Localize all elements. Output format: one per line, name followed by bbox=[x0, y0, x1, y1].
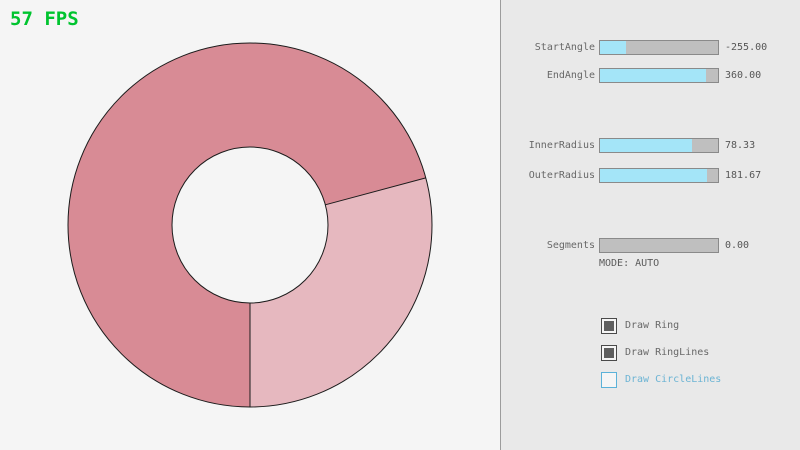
ring-light-sector bbox=[250, 177, 433, 407]
slider-row-innerradius: InnerRadius 78.33 bbox=[501, 138, 800, 153]
ring-radial-line-end bbox=[325, 177, 426, 206]
slider-row-endangle: EndAngle 360.00 bbox=[501, 68, 800, 83]
segments-value: 0.00 bbox=[725, 240, 750, 251]
outerradius-value: 181.67 bbox=[725, 170, 762, 181]
innerradius-value: 78.33 bbox=[725, 140, 756, 151]
control-panel: StartAngle -255.00 EndAngle 360.00 Inner… bbox=[500, 0, 800, 450]
endangle-label: EndAngle bbox=[546, 70, 595, 81]
slider-fill bbox=[600, 169, 708, 182]
checkbox-row-draw-circlelines: Draw CircleLines bbox=[501, 372, 800, 388]
endangle-slider[interactable] bbox=[599, 68, 719, 83]
checkbox-row-draw-ring: Draw Ring bbox=[501, 318, 800, 334]
draw-ringlines-checkbox[interactable] bbox=[601, 345, 617, 361]
check-mark bbox=[604, 348, 614, 358]
check-mark bbox=[604, 321, 614, 331]
draw-ringlines-label: Draw RingLines bbox=[625, 347, 710, 358]
draw-ring-checkbox[interactable] bbox=[601, 318, 617, 334]
segments-label: Segments bbox=[546, 240, 595, 251]
innerradius-label: InnerRadius bbox=[528, 140, 595, 151]
slider-fill bbox=[600, 139, 693, 152]
outerradius-label: OuterRadius bbox=[528, 170, 595, 181]
innerradius-slider[interactable] bbox=[599, 138, 719, 153]
slider-row-segments: Segments 0.00 bbox=[501, 238, 800, 253]
slider-fill bbox=[600, 41, 626, 54]
startangle-label: StartAngle bbox=[534, 42, 595, 53]
startangle-value: -255.00 bbox=[725, 42, 768, 53]
draw-circlelines-label: Draw CircleLines bbox=[625, 374, 722, 385]
checkbox-row-draw-ringlines: Draw RingLines bbox=[501, 345, 800, 361]
fps-counter: 57 FPS bbox=[10, 8, 79, 30]
outerradius-slider[interactable] bbox=[599, 168, 719, 183]
startangle-slider[interactable] bbox=[599, 40, 719, 55]
slider-row-outerradius: OuterRadius 181.67 bbox=[501, 168, 800, 183]
ring-chart bbox=[67, 42, 433, 408]
draw-ring-label: Draw Ring bbox=[625, 320, 680, 331]
segments-slider[interactable] bbox=[599, 238, 719, 253]
ring-hole bbox=[172, 147, 328, 303]
slider-row-startangle: StartAngle -255.00 bbox=[501, 40, 800, 55]
draw-circlelines-checkbox[interactable] bbox=[601, 372, 617, 388]
endangle-value: 360.00 bbox=[725, 70, 762, 81]
slider-fill bbox=[600, 69, 707, 82]
mode-indicator: MODE: AUTO bbox=[599, 258, 660, 269]
